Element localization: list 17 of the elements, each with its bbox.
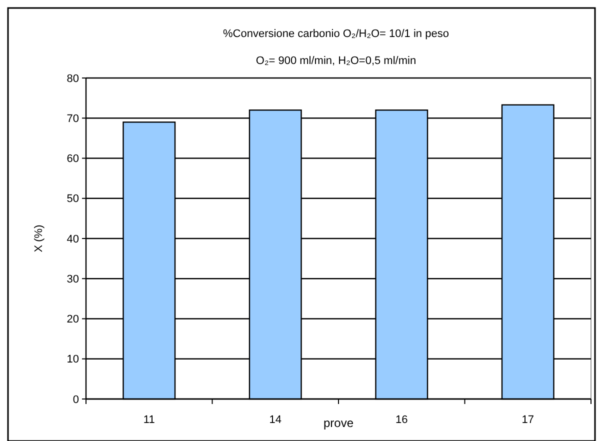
y-tick-label: 10 [66, 354, 79, 366]
x-tick-label: 16 [396, 414, 408, 426]
chart-subtitle: O₂= 900 ml/min, H₂O=0,5 ml/min [256, 55, 416, 67]
chart-title: %Conversione carbonio O₂/H₂O= 10/1 in peso [223, 28, 449, 40]
x-tick-label: 14 [269, 414, 282, 426]
y-tick-label: 20 [66, 314, 79, 326]
y-axis-title: X (%) [33, 224, 45, 252]
y-tick-label: 0 [72, 394, 79, 406]
y-tick-label: 60 [66, 153, 79, 166]
y-tick-label: 30 [66, 273, 79, 286]
x-tick-label: 17 [522, 414, 534, 426]
y-tick-label: 70 [66, 112, 79, 125]
x-tick-label: 11 [143, 414, 155, 426]
y-tick-label: 50 [66, 193, 79, 206]
y-tick-label: 80 [66, 72, 79, 85]
x-axis-title: prove [323, 416, 354, 430]
y-tick-label: 40 [66, 233, 79, 246]
